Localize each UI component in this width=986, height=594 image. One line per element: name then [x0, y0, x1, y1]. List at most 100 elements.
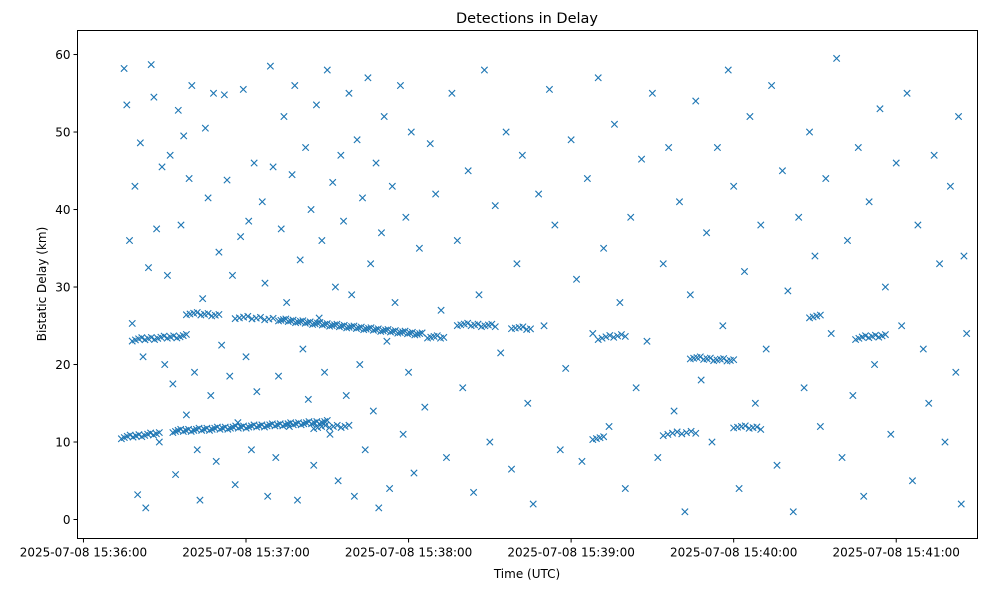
data-point — [142, 504, 150, 512]
data-point — [687, 427, 695, 435]
data-point — [375, 504, 383, 512]
data-point — [212, 457, 220, 465]
data-point — [692, 97, 700, 105]
data-point — [333, 421, 341, 429]
data-point — [139, 353, 147, 361]
data-point — [621, 484, 629, 493]
data-point — [334, 477, 342, 485]
data-point — [524, 399, 532, 407]
data-point — [735, 484, 743, 493]
data-point — [242, 353, 250, 361]
data-point — [288, 171, 296, 179]
data-point — [364, 324, 373, 332]
data-point — [453, 236, 461, 245]
data-point — [348, 291, 356, 299]
data-point — [207, 391, 215, 400]
data-point — [692, 429, 700, 437]
data-point — [757, 221, 765, 229]
data-point — [519, 323, 527, 331]
data-point — [606, 331, 614, 340]
data-point — [380, 112, 388, 121]
data-point — [610, 120, 619, 128]
data-point — [342, 391, 350, 400]
data-point — [881, 283, 889, 291]
data-point — [545, 85, 554, 93]
data-point — [318, 236, 326, 245]
data-point — [535, 190, 543, 198]
data-point — [337, 151, 345, 159]
data-point — [464, 319, 472, 327]
data-point — [296, 256, 304, 264]
data-point — [930, 151, 938, 159]
data-point — [283, 298, 291, 307]
data-point — [816, 311, 824, 319]
data-point — [935, 260, 944, 268]
data-point — [594, 335, 602, 344]
data-point — [277, 225, 285, 233]
data-point — [264, 492, 272, 500]
data-point — [719, 322, 727, 330]
data-point — [372, 159, 380, 167]
data-point — [617, 330, 626, 339]
data-point — [171, 470, 180, 479]
data-point — [220, 91, 228, 99]
data-point — [407, 128, 415, 136]
data-point — [199, 295, 207, 303]
data-point — [664, 430, 672, 438]
data-point — [353, 136, 361, 144]
data-point — [556, 446, 564, 454]
data-point — [323, 416, 331, 425]
data-point — [768, 81, 776, 90]
data-point — [245, 217, 253, 225]
data-point — [158, 163, 166, 171]
data-point — [391, 298, 399, 307]
data-point — [258, 198, 266, 206]
data-point — [784, 287, 792, 295]
data-point — [887, 430, 895, 438]
data-point — [480, 66, 489, 74]
data-point — [860, 492, 868, 500]
data-point — [843, 236, 852, 245]
data-point — [291, 81, 299, 90]
data-point — [870, 360, 879, 369]
data-point — [849, 391, 857, 400]
data-point — [356, 360, 364, 369]
data-point — [279, 316, 287, 324]
data-point — [730, 356, 738, 364]
data-point — [898, 322, 906, 330]
data-point — [304, 395, 312, 403]
data-point — [952, 368, 960, 376]
data-point — [491, 202, 499, 210]
data-point — [307, 205, 315, 214]
data-point — [502, 128, 510, 136]
data-point — [293, 496, 302, 504]
data-point — [713, 143, 722, 152]
data-point — [751, 399, 759, 407]
data-point — [169, 380, 177, 388]
data-point — [338, 322, 346, 330]
data-point — [331, 283, 340, 291]
data-point — [396, 81, 405, 90]
data-point — [437, 306, 445, 314]
data-point — [589, 329, 597, 338]
data-point — [136, 139, 144, 147]
data-point — [914, 221, 922, 229]
data-point — [193, 446, 201, 454]
data-point — [474, 320, 482, 328]
data-point — [231, 481, 239, 489]
data-point — [155, 428, 163, 437]
data-point — [497, 349, 505, 357]
data-point — [594, 74, 602, 82]
data-point — [426, 140, 434, 148]
data-point — [180, 132, 188, 140]
data-point — [816, 422, 824, 431]
data-point — [488, 320, 496, 328]
data-point — [730, 182, 738, 190]
data-point — [131, 182, 139, 190]
data-point — [637, 155, 646, 163]
data-point — [957, 500, 965, 508]
data-point — [673, 428, 681, 436]
data-point — [272, 453, 280, 462]
data-point — [182, 330, 190, 339]
data-point — [204, 309, 212, 318]
